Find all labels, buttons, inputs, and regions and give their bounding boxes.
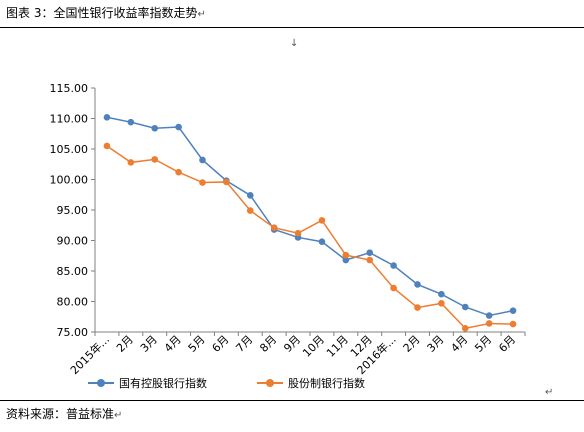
series-1-point <box>246 192 254 199</box>
series-1-point <box>509 307 517 314</box>
series-2-point <box>294 229 302 237</box>
series-1-point <box>461 303 469 311</box>
x-tick-label: 2月 <box>114 333 136 355</box>
legend-item-series-2: 股份制银行指数 <box>257 375 365 391</box>
figure-source: 资料来源：普益标准↵ <box>6 406 122 424</box>
series-2-point <box>127 159 135 166</box>
top-rule <box>0 27 584 28</box>
y-tick-label: 105.00 <box>50 143 89 156</box>
series-1-point <box>199 156 206 164</box>
series-1-point <box>485 312 493 319</box>
figure-title-text: 图表 3：全国性银行收益率指数走势 <box>6 6 198 20</box>
figure-source-text: 资料来源：普益标准 <box>6 407 115 421</box>
figure-title: 图表 3：全国性银行收益率指数走势↵ <box>6 5 206 23</box>
x-tick-label: 8月 <box>257 333 279 355</box>
x-tick-label: 6月 <box>496 333 518 355</box>
x-tick-label: 4月 <box>448 333 470 355</box>
series-2-point <box>485 320 493 327</box>
series-2-point <box>175 168 182 176</box>
legend-label-series-2: 股份制银行指数 <box>288 377 365 390</box>
y-tick-label: 100.00 <box>50 174 89 187</box>
bottom-rule <box>0 400 584 401</box>
y-tick-label: 115.00 <box>50 82 89 95</box>
series-1-point <box>127 118 135 126</box>
series-1-point <box>390 262 397 269</box>
series-2-point <box>199 179 206 186</box>
series-2-point <box>509 320 517 328</box>
x-tick-label: 4月 <box>162 333 184 355</box>
legend-swatch-series-1 <box>88 378 114 388</box>
series-line-2 <box>106 145 514 330</box>
x-tick-label: 7月 <box>233 333 255 355</box>
series-2-point <box>223 178 230 186</box>
series-2-point <box>342 251 350 259</box>
y-tick-label: 75.00 <box>57 326 89 339</box>
x-tick-label: 2月 <box>401 333 423 355</box>
legend-item-series-1: 国有控股银行指数 <box>88 375 207 391</box>
x-tick-label: 3月 <box>138 333 160 355</box>
x-tick-label: 3月 <box>425 333 447 355</box>
series-1-point <box>414 281 421 288</box>
series-2-point <box>438 300 445 307</box>
x-tick-label: 6月 <box>210 333 232 355</box>
paragraph-mark-icon: ↵ <box>114 410 123 421</box>
series-1-point <box>103 113 111 121</box>
series-line-1 <box>106 116 514 317</box>
x-tick-label: 10月 <box>300 333 327 360</box>
series-1-point <box>175 123 182 131</box>
x-tick-label: 5月 <box>186 333 208 355</box>
series-1-point <box>151 124 159 132</box>
down-arrow-icon: ↓ <box>290 38 299 49</box>
series-2-point <box>270 224 278 231</box>
series-2-point <box>414 304 421 311</box>
series-2-point <box>390 284 397 292</box>
legend-swatch-series-2 <box>257 378 283 388</box>
series-1-point <box>342 256 350 264</box>
series-1-point <box>438 290 445 298</box>
series-1-point <box>318 238 326 246</box>
y-tick-label: 85.00 <box>57 265 89 278</box>
x-tick-label: 5月 <box>472 333 494 355</box>
chart-legend: 国有控股银行指数 股份制银行指数 <box>88 375 365 391</box>
paragraph-mark-icon: ↵ <box>545 387 554 398</box>
x-tick-label: 11月 <box>324 333 351 360</box>
series-2-point <box>151 156 159 163</box>
legend-label-series-1: 国有控股银行指数 <box>119 377 207 390</box>
series-2-point <box>461 325 469 332</box>
paragraph-mark-icon: ↵ <box>197 9 206 20</box>
y-tick-label: 110.00 <box>50 113 89 126</box>
series-1-point <box>366 249 374 256</box>
line-chart: 75.00 80.00 85.00 90.00 95.00 100.00 105.00 110… <box>50 82 526 377</box>
series-2-point <box>366 256 374 264</box>
y-tick-label: 80.00 <box>57 296 89 309</box>
series-2-point <box>246 207 254 214</box>
series-2-point <box>318 217 326 224</box>
series-2-point <box>103 142 111 150</box>
y-tick-label: 95.00 <box>57 204 89 217</box>
y-tick-label: 90.00 <box>57 235 89 248</box>
